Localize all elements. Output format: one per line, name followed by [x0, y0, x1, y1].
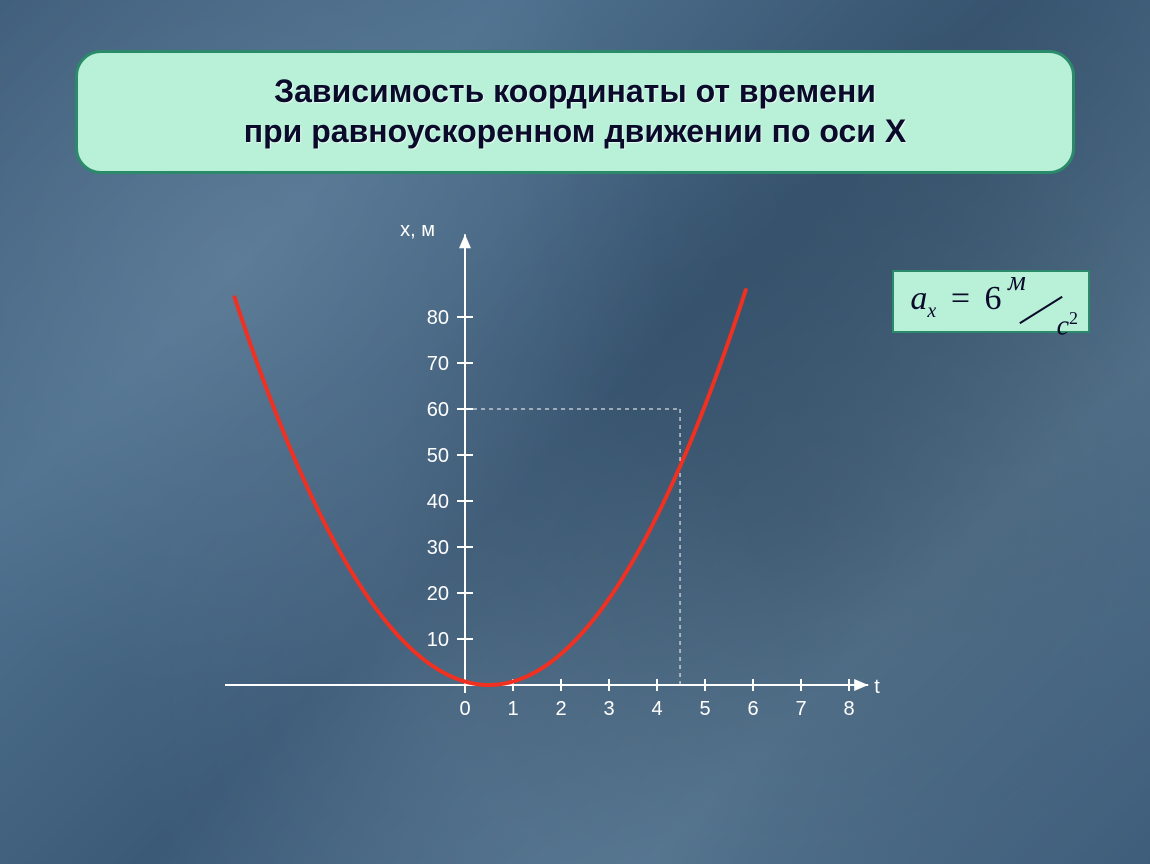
- y-tick-label: 10: [427, 629, 449, 651]
- title-line1: Зависимость координаты от времени: [274, 73, 876, 109]
- x-tick-label: 6: [747, 698, 758, 720]
- chart: 0 1 2 3 4 5 6 7 8 t, c 10 20 30 40 50 60 70 80 х, м: [200, 205, 880, 765]
- y-tick-label: 70: [427, 353, 449, 375]
- formula-eq: =: [951, 280, 970, 317]
- slide: Зависимость координаты от времени при ра…: [0, 0, 1150, 864]
- x-tick-label: 8: [843, 698, 854, 720]
- x-tick-label: 5: [699, 698, 710, 720]
- y-tick-label: 40: [427, 491, 449, 513]
- formula-var: a: [910, 280, 927, 317]
- x-tick-label: 3: [603, 698, 614, 720]
- formula-unit-num: м: [1008, 268, 1026, 296]
- x-axis-label: t, c: [874, 676, 880, 698]
- y-tick-label: 60: [427, 399, 449, 421]
- x-axis-arrow: [854, 679, 868, 691]
- x-tick-label: 0: [459, 698, 470, 720]
- title-line2: при равноускоренном движении по оси Х: [244, 113, 906, 149]
- curve: [235, 290, 746, 685]
- formula-value: 6: [985, 280, 1002, 317]
- x-tick-label: 2: [555, 698, 566, 720]
- formula-sub: x: [927, 300, 936, 322]
- x-tick-label: 4: [651, 698, 662, 720]
- formula-unit-den: с2: [1057, 309, 1078, 340]
- formula-unit: м с2: [1014, 284, 1068, 318]
- x-tick-label: 7: [795, 698, 806, 720]
- y-tick-label: 80: [427, 307, 449, 329]
- formula-box: ax = 6 м с2: [892, 270, 1090, 333]
- y-tick-label: 20: [427, 583, 449, 605]
- x-tick-label: 1: [507, 698, 518, 720]
- y-tick-label: 30: [427, 537, 449, 559]
- y-tick-label: 50: [427, 445, 449, 467]
- title-box: Зависимость координаты от времени при ра…: [75, 50, 1075, 174]
- title-text: Зависимость координаты от времени при ра…: [108, 71, 1042, 151]
- y-axis-arrow: [459, 234, 471, 248]
- y-axis-label: х, м: [400, 219, 435, 241]
